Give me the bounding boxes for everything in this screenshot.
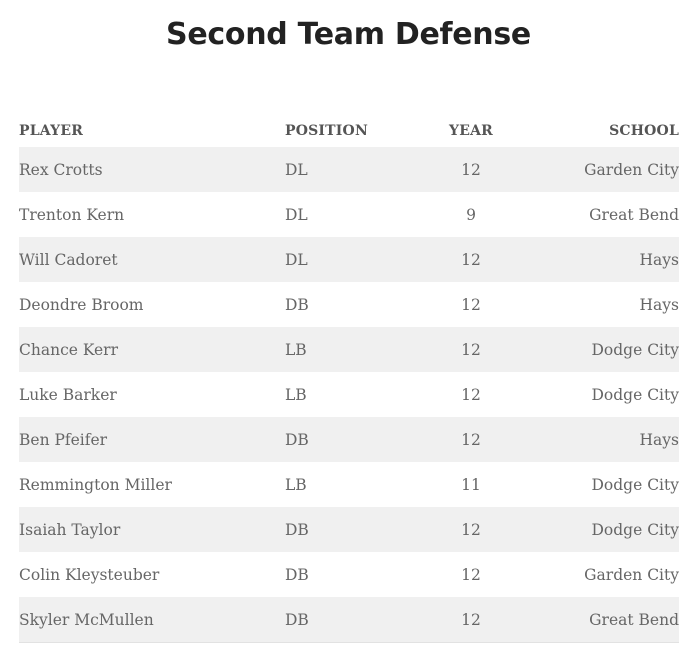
cell-school: Hays [524, 237, 679, 282]
header-position: POSITION [285, 123, 368, 139]
cell-position: LB [285, 475, 307, 494]
cell-player: Remmington Miller [19, 475, 172, 494]
cell-position: DB [285, 417, 418, 462]
cell-player: Ben Pfeifer [19, 417, 285, 462]
cell-year: 12 [461, 295, 481, 314]
cell-year: 12 [418, 417, 524, 462]
table-header: PLAYER POSITION YEAR SCHOOL [19, 115, 679, 147]
cell-player: Luke Barker [19, 385, 117, 404]
cell-position: DB [285, 565, 309, 584]
table-row: Deondre Broom DB 12 Hays [19, 282, 679, 327]
cell-school: Hays [639, 295, 679, 314]
table-row: Ben Pfeifer DB 12 Hays [19, 417, 679, 462]
header-year: YEAR [449, 123, 493, 139]
cell-position: DB [285, 295, 309, 314]
roster-table: PLAYER POSITION YEAR SCHOOL Rex Crotts D… [19, 115, 679, 643]
table-body: Rex Crotts DL 12 Garden City Trenton Ker… [19, 147, 679, 643]
table-row: Chance Kerr LB 12 Dodge City [19, 327, 679, 372]
cell-position: LB [285, 385, 307, 404]
cell-year: 12 [418, 597, 524, 643]
cell-player: Will Cadoret [19, 237, 285, 282]
cell-school: Garden City [584, 565, 679, 584]
cell-player: Chance Kerr [19, 327, 285, 372]
table-row: Will Cadoret DL 12 Hays [19, 237, 679, 282]
cell-player: Isaiah Taylor [19, 507, 285, 552]
cell-school: Great Bend [524, 597, 679, 643]
cell-year: 12 [418, 147, 524, 192]
cell-year: 12 [418, 327, 524, 372]
header-player: PLAYER [19, 123, 84, 139]
cell-year: 12 [461, 385, 481, 404]
cell-school: Great Bend [589, 205, 679, 224]
cell-player: Skyler McMullen [19, 597, 285, 643]
cell-school: Dodge City [524, 507, 679, 552]
table-row: Trenton Kern DL 9 Great Bend [19, 192, 679, 237]
cell-position: DL [285, 147, 418, 192]
cell-position: DB [285, 507, 418, 552]
header-row: PLAYER POSITION YEAR SCHOOL [19, 115, 679, 147]
table-row: Rex Crotts DL 12 Garden City [19, 147, 679, 192]
header-school: SCHOOL [609, 123, 679, 139]
table-row: Skyler McMullen DB 12 Great Bend [19, 597, 679, 643]
cell-year: 11 [461, 475, 481, 494]
cell-position: DB [285, 597, 418, 643]
page-title: Second Team Defense [166, 17, 531, 52]
cell-player: Deondre Broom [19, 295, 144, 314]
cell-position: DL [285, 237, 418, 282]
table-row: Luke Barker LB 12 Dodge City [19, 372, 679, 417]
cell-player: Colin Kleysteuber [19, 565, 160, 584]
cell-year: 9 [466, 205, 476, 224]
table-row: Isaiah Taylor DB 12 Dodge City [19, 507, 679, 552]
cell-school: Garden City [524, 147, 679, 192]
cell-year: 12 [418, 237, 524, 282]
table-row: Colin Kleysteuber DB 12 Garden City [19, 552, 679, 597]
cell-position: DL [285, 205, 308, 224]
cell-year: 12 [461, 565, 481, 584]
cell-school: Dodge City [524, 327, 679, 372]
cell-player: Rex Crotts [19, 147, 285, 192]
cell-school: Hays [524, 417, 679, 462]
table-row: Remmington Miller LB 11 Dodge City [19, 462, 679, 507]
cell-year: 12 [418, 507, 524, 552]
cell-school: Dodge City [591, 475, 679, 494]
cell-position: LB [285, 327, 418, 372]
cell-school: Dodge City [591, 385, 679, 404]
cell-player: Trenton Kern [19, 205, 125, 224]
